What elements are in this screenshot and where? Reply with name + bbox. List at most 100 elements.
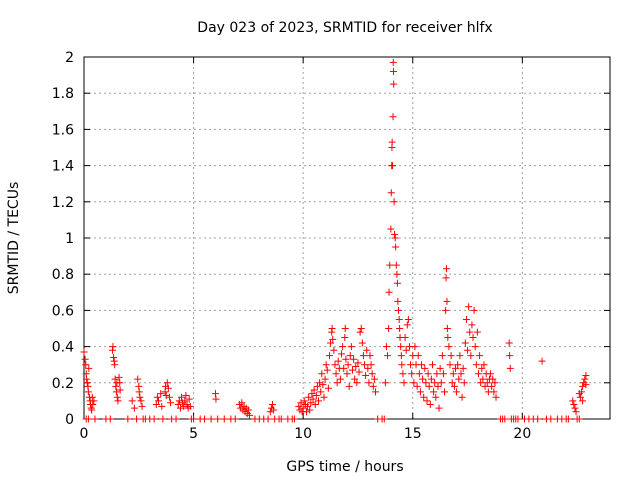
data-point: [300, 397, 308, 405]
data-points: [80, 58, 590, 423]
data-point: [441, 388, 449, 396]
data-point: [152, 401, 160, 409]
data-point: [449, 370, 457, 378]
data-point: [350, 355, 358, 363]
data-point: [84, 388, 92, 396]
data-point: [395, 306, 403, 314]
data-point: [451, 364, 459, 372]
data-point: [345, 382, 353, 390]
data-point: [492, 393, 500, 401]
data-point: [442, 274, 450, 282]
data-point: [116, 386, 124, 394]
data-point: [384, 352, 392, 360]
data-point: [220, 415, 228, 423]
data-point: [371, 388, 379, 396]
data-point: [411, 343, 419, 351]
data-point: [351, 375, 359, 383]
data-point: [297, 399, 305, 407]
data-point: [505, 339, 513, 347]
y-tick-label: 1.4: [52, 159, 74, 175]
data-point: [112, 382, 120, 390]
data-point: [426, 401, 434, 409]
data-point: [575, 390, 583, 398]
data-point: [461, 339, 469, 347]
data-point: [348, 366, 356, 374]
data-point: [359, 352, 367, 360]
data-point: [393, 279, 401, 287]
data-point: [472, 361, 480, 369]
data-point: [403, 321, 411, 329]
data-point: [435, 404, 443, 412]
data-point: [113, 393, 121, 401]
data-point: [317, 388, 325, 396]
data-point: [488, 382, 496, 390]
data-point: [174, 401, 182, 409]
data-point: [447, 352, 455, 360]
data-point: [387, 189, 395, 197]
data-point: [436, 364, 444, 372]
data-point: [133, 415, 141, 423]
data-point: [182, 391, 190, 399]
data-point: [130, 404, 138, 412]
data-point: [575, 415, 583, 423]
data-point: [443, 265, 451, 273]
data-point: [327, 339, 335, 347]
data-point: [424, 370, 432, 378]
data-point: [381, 379, 389, 387]
data-point: [295, 402, 303, 410]
data-point: [454, 361, 462, 369]
data-point: [358, 339, 366, 347]
data-point: [445, 343, 453, 351]
data-point: [264, 415, 272, 423]
data-point: [167, 399, 175, 407]
data-point: [341, 325, 349, 332]
data-point: [277, 415, 285, 423]
data-point: [421, 364, 429, 372]
data-point: [460, 379, 468, 387]
data-point: [468, 321, 476, 329]
data-point: [328, 325, 336, 332]
data-point: [457, 370, 465, 378]
data-point: [453, 388, 461, 396]
y-tick-label: 1.8: [52, 86, 74, 102]
data-point: [183, 401, 191, 409]
x-tick-labels: 0 5 10 15 20: [80, 426, 532, 442]
data-point: [352, 363, 360, 371]
data-point: [477, 379, 485, 387]
data-point: [480, 361, 488, 369]
data-point: [464, 346, 472, 354]
data-point: [415, 370, 423, 378]
data-point: [178, 393, 186, 401]
data-point: [582, 381, 590, 389]
data-point: [428, 361, 436, 369]
data-point: [340, 364, 348, 372]
data-point: [469, 334, 477, 342]
data-point: [418, 361, 426, 369]
data-point: [334, 357, 342, 365]
data-point: [414, 352, 422, 360]
data-point: [302, 408, 310, 416]
data-point: [402, 346, 410, 354]
data-point: [380, 415, 388, 423]
data-point: [114, 397, 122, 405]
data-point: [473, 328, 481, 336]
data-point: [137, 397, 145, 405]
data-point: [366, 352, 374, 360]
data-point: [162, 391, 170, 399]
data-point: [490, 388, 498, 396]
data-point: [365, 379, 373, 387]
data-point: [547, 415, 555, 423]
data-point: [483, 379, 491, 387]
data-point: [394, 297, 402, 305]
data-point: [579, 382, 587, 390]
chart-title: Day 023 of 2023, SRMTID for receiver hlf…: [197, 20, 492, 36]
data-point: [456, 352, 464, 360]
data-point: [389, 162, 397, 170]
data-point: [391, 234, 399, 242]
y-tick-label: 1.6: [52, 122, 74, 138]
data-point: [576, 393, 584, 401]
data-point: [538, 357, 546, 365]
data-point: [427, 375, 435, 383]
data-point: [446, 361, 454, 369]
